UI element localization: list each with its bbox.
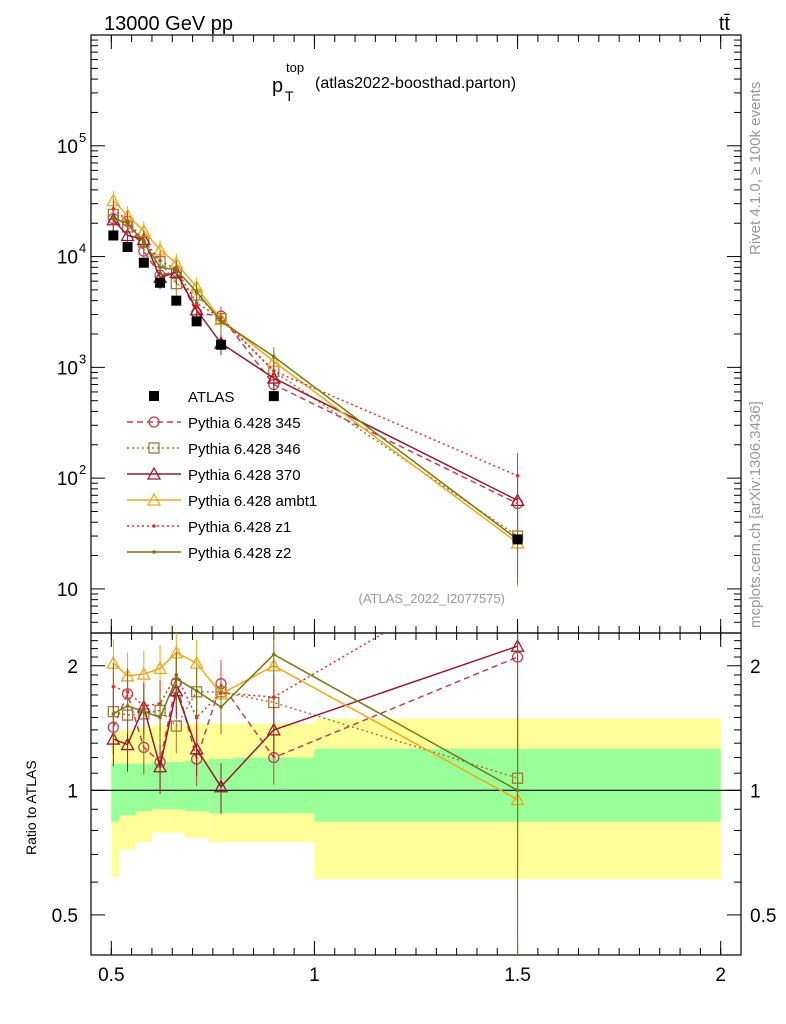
band-inner-bin — [135, 763, 152, 812]
legend-marker — [148, 416, 160, 428]
ratio-y-tick-label-right: 2 — [750, 657, 761, 678]
rivet-label: Rivet 4.1.0, ≥ 100k events — [747, 82, 764, 255]
y-tick-label-exponent: 2 — [79, 462, 86, 477]
ratio-marker — [174, 677, 179, 681]
header-left: 13000 GeV pp — [104, 13, 233, 35]
y-tick-label: 10 — [57, 248, 78, 269]
ratio-marker — [158, 715, 162, 720]
legend-label: Pythia 6.428 z1 — [188, 519, 291, 536]
y-tick-label-exponent: 5 — [79, 130, 86, 145]
ratio-marker — [111, 684, 116, 689]
band-inner-bin — [119, 763, 136, 816]
ratio-marker — [120, 737, 135, 751]
plot-title-rest: (atlas2022-boosthad.parton) — [315, 75, 516, 92]
ratio-marker — [194, 688, 199, 693]
header-right: tt̄ — [719, 13, 731, 35]
data-point — [512, 534, 523, 545]
legend-label: Pythia 6.428 346 — [188, 441, 301, 458]
data-point — [108, 230, 119, 241]
legend-marker-data — [149, 391, 159, 401]
ratio-marker — [111, 712, 116, 716]
ratio-y-tick-label: 1 — [67, 781, 78, 802]
series-marker — [219, 319, 223, 324]
legend-marker — [148, 442, 160, 454]
series-line — [112, 200, 519, 544]
data-point — [155, 277, 166, 288]
series-marker — [194, 290, 199, 294]
main-frame — [90, 34, 742, 634]
x-tick-label: 0.5 — [98, 965, 124, 986]
legend-label: Pythia 6.428 z2 — [188, 545, 291, 562]
legend: ATLAS Pythia 6.428 345 Pythia 6.428 346 Pyt… — [127, 389, 317, 562]
series-marker — [272, 369, 276, 373]
legend-marker — [146, 492, 162, 506]
reference-label: (ATLAS_2022_I2077575) — [359, 591, 505, 606]
ratio-marker — [170, 720, 182, 732]
legend-label: Pythia 6.428 345 — [188, 415, 301, 432]
ratio-marker — [142, 709, 146, 714]
legend-label: Pythia 6.428 ambt1 — [188, 493, 317, 510]
ratio-marker — [136, 666, 151, 680]
ratio-marker — [125, 704, 130, 708]
legend-marker — [152, 550, 156, 554]
y-tick-label: 10 — [57, 358, 78, 379]
ratio-marker — [515, 788, 520, 793]
series-marker — [158, 265, 162, 270]
series-marker — [111, 206, 116, 211]
ratio-marker — [266, 722, 281, 736]
x-tick-label: 2 — [715, 965, 726, 986]
data-point — [138, 257, 149, 268]
x-tick-label: 1.5 — [504, 965, 530, 986]
series-marker — [125, 221, 130, 226]
ratio-marker — [272, 652, 276, 657]
band-inner-bin — [168, 762, 185, 810]
series-marker — [272, 354, 276, 359]
data-point — [191, 316, 202, 327]
series-marker — [266, 370, 281, 384]
y-tick-label: 10 — [57, 469, 78, 490]
series-marker — [515, 473, 520, 478]
ratio-marker — [213, 779, 229, 793]
ratio-marker — [138, 741, 150, 754]
y-tick-label: 10 — [57, 137, 78, 158]
ratio-marker — [219, 705, 223, 709]
series-marker — [174, 267, 179, 272]
ratio-panel-series — [106, 633, 525, 955]
x-tick-label: 1 — [309, 965, 320, 986]
legend-marker — [146, 466, 162, 480]
plot-title-sup: top — [286, 60, 304, 75]
legend-marker — [152, 524, 156, 528]
data-point — [171, 295, 182, 306]
ratio-axis-label: Ratio to ATLAS — [23, 760, 39, 855]
ratio-band — [91, 718, 741, 880]
y-tick-label: 10 — [57, 580, 78, 601]
ratio-y-tick-label-right: 0.5 — [750, 906, 776, 927]
data-point — [122, 241, 133, 252]
ratio-y-tick-label: 0.5 — [52, 906, 78, 927]
series-marker — [142, 240, 146, 244]
y-tick-label-exponent: 4 — [79, 241, 86, 256]
band-inner-bin — [111, 763, 120, 822]
plot-title-sub: T — [285, 88, 294, 104]
series-line — [112, 208, 518, 477]
ratio-marker — [272, 695, 276, 699]
ratio-marker — [152, 759, 168, 773]
ratio-marker — [189, 741, 204, 755]
main-panel-series — [106, 191, 525, 588]
data-point — [216, 339, 226, 350]
legend-label: Pythia 6.428 370 — [188, 467, 301, 484]
legend-label-data: ATLAS — [188, 389, 234, 406]
series-marker — [120, 228, 135, 242]
series-marker — [111, 216, 116, 221]
mcplots-label: mcplots.cern.ch [arXiv:1306.3436] — [747, 401, 764, 628]
y-tick-label-exponent: 3 — [79, 351, 86, 366]
ratio-marker — [106, 731, 121, 745]
ratio-y-tick-label: 2 — [67, 657, 78, 678]
data-point — [268, 391, 279, 402]
ratio-marker — [152, 661, 168, 675]
ratio-y-tick-label-right: 1 — [750, 781, 761, 802]
plot-title-main: p — [272, 75, 283, 97]
